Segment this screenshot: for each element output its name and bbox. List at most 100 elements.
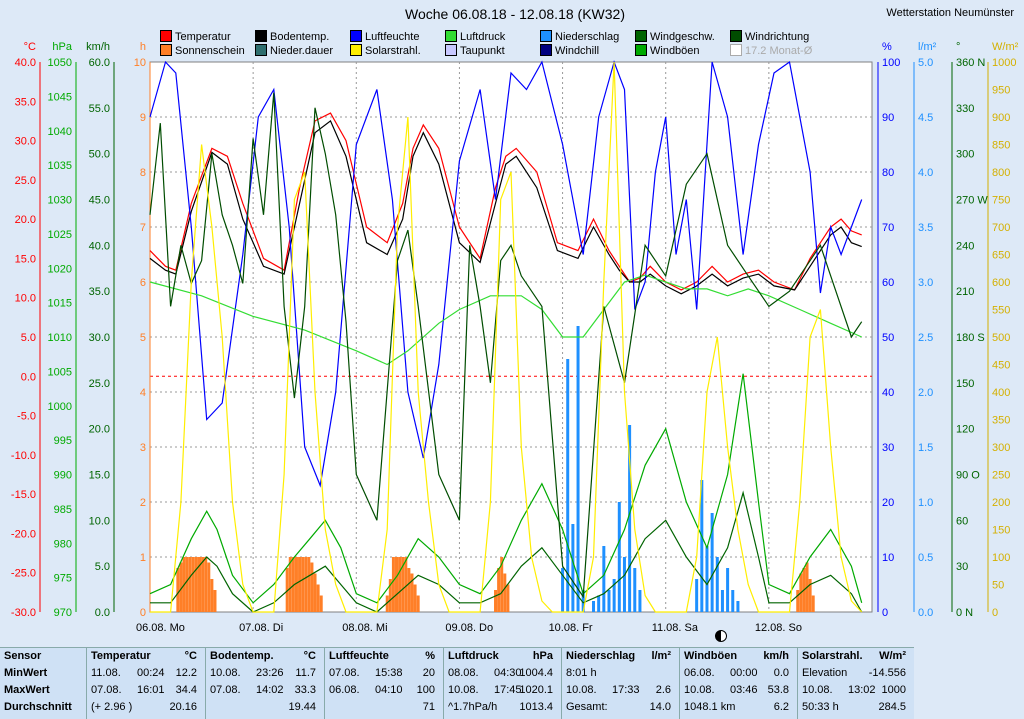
legend-label: Solarstrahl. [365, 45, 421, 57]
bar-niederschlag [602, 546, 606, 612]
stats-time: 15:38 [375, 667, 403, 679]
axis-tick-label: 100 [882, 57, 900, 69]
axis-unit-label: W/m² [992, 41, 1019, 53]
bar-sonnenschein [388, 579, 392, 612]
axis-tick-label: 300 [992, 442, 1010, 454]
axis-tick-label: 4.5 [918, 112, 933, 124]
legend-item-windgeschw[interactable]: Windgeschw. [635, 30, 715, 43]
bar-niederschlag [628, 425, 632, 612]
axis-tick-label: 1015 [48, 298, 72, 310]
legend-label: Luftdruck [460, 31, 506, 43]
legend-swatch [540, 30, 552, 42]
stats-time: 16:01 [137, 684, 165, 696]
legend-item-sonnenschein[interactable]: Sonnenschein [160, 44, 245, 57]
axis-tick-label: 3.5 [918, 222, 933, 234]
stats-date: 08.08. [448, 667, 479, 679]
axis-tick-label: 360 N [956, 57, 985, 69]
bar-sonnenschein [204, 557, 208, 612]
axis-tick-label: 35.0 [89, 286, 110, 298]
stats-header: Sensor [4, 650, 42, 662]
axis-tick-label: 30.0 [89, 332, 110, 344]
axis-tick-label: 50 [992, 580, 1004, 592]
stats-col-solarstrahl: Solarstrahl. W/m² Elevation -14.556 10.08.… [797, 648, 914, 719]
bar-niederschlag [638, 590, 642, 612]
stats-date: Elevation [802, 667, 848, 679]
legend-item-windchill[interactable]: Windchill [540, 44, 599, 57]
stats-value: 20 [422, 667, 435, 679]
axis-tick-label: 1000 [992, 57, 1016, 69]
bar-sonnenschein [316, 584, 320, 612]
stats-value: 20.16 [169, 701, 197, 713]
axis-tick-label: 995 [54, 435, 72, 447]
axis-tick-label: 7 [140, 222, 146, 234]
bar-sonnenschein [506, 584, 510, 612]
stats-value: 1000 [881, 684, 906, 696]
bar-sonnenschein [304, 557, 308, 612]
stats-value: 1013.4 [519, 701, 553, 713]
stats-col-niederschlag: Niederschlag l/m² 8:01 h 10.08. 17:33 2.6 G… [561, 648, 679, 719]
stats-date: 06.08. [684, 667, 715, 679]
stats-time: 13:02 [848, 684, 876, 696]
legend-item-solarstrahl[interactable]: Solarstrahl. [350, 44, 421, 57]
legend-item-luftfeuchte[interactable]: Luftfeuchte [350, 30, 419, 43]
axis-tick-label: 0 N [956, 607, 973, 619]
axis-tick-label: 3 [140, 442, 146, 454]
axis-tick-label: -10.0 [11, 450, 36, 462]
stats-date: 10.08. [566, 684, 597, 696]
bar-sonnenschein [811, 595, 815, 612]
axis-tick-label: 90 O [956, 470, 980, 482]
legend-swatch [730, 30, 742, 42]
legend-label: Niederschlag [555, 31, 620, 43]
bar-sonnenschein [407, 568, 411, 612]
axis-tick-label: 1035 [48, 160, 72, 172]
axis-tick-label: 30 [956, 561, 968, 573]
bar-sonnenschein [191, 557, 195, 612]
legend-item-niederdauer[interactable]: Nieder.dauer [255, 44, 333, 57]
axis-tick-label: 10.0 [15, 293, 36, 305]
bar-sonnenschein [201, 557, 205, 612]
legend-swatch [445, 44, 457, 56]
stats-date: 10.08. [210, 667, 241, 679]
axis-tick-label: 1010 [48, 332, 72, 344]
stats-date: (+ 2.96 ) [91, 701, 133, 713]
axis-tick-label: 5.0 [95, 561, 110, 573]
legend-label: Bodentemp. [270, 31, 330, 43]
legend-swatch [540, 44, 552, 56]
axis-tick-label: 15.0 [89, 470, 110, 482]
stats-col-title: Luftfeuchte [329, 650, 389, 662]
bar-niederschlag [720, 590, 724, 612]
legend-item-bodentemp[interactable]: Bodentemp. [255, 30, 329, 43]
legend-item-windrichtung[interactable]: Windrichtung [730, 30, 809, 43]
bar-sonnenschein [185, 557, 189, 612]
legend-item-windboeen[interactable]: Windböen [635, 44, 700, 57]
stats-col-bodentemp: Bodentemp. °C 10.08. 23:26 11.7 07.08. 14:02… [205, 648, 324, 719]
bar-niederschlag [731, 590, 735, 612]
bar-sonnenschein [319, 595, 323, 612]
bar-sonnenschein [176, 568, 180, 612]
legend-label: Nieder.dauer [270, 45, 333, 57]
legend-swatch [160, 44, 172, 56]
axis-tick-label: 200 [992, 497, 1010, 509]
legend-label: 17.2 Monat-Ø [745, 45, 813, 57]
axis-unit-label: ° [956, 41, 960, 53]
stats-col-temperatur: Temperatur °C 11.08. 00:24 12.2 07.08. 16:01… [86, 648, 205, 719]
legend-item-taupunkt[interactable]: Taupunkt [445, 44, 505, 57]
bar-sonnenschein [796, 590, 800, 612]
bar-sonnenschein [413, 584, 417, 612]
legend-item-temperatur[interactable]: Temperatur [160, 30, 231, 43]
stats-col-sensor: Sensor MinWert MaxWert Durchschnitt [0, 648, 86, 719]
axis-tick-label: 1025 [48, 229, 72, 241]
stats-time: 04:10 [375, 684, 403, 696]
axis-tick-label: 1050 [48, 57, 72, 69]
axis-tick-label: 45.0 [89, 195, 110, 207]
x-tick-label: 12.08. So [755, 622, 802, 634]
bar-sonnenschein [404, 557, 408, 612]
legend-item-monat-mittel[interactable]: 17.2 Monat-Ø [730, 44, 812, 57]
axis-tick-label: 180 S [956, 332, 985, 344]
legend-item-niederschlag[interactable]: Niederschlag [540, 30, 619, 43]
bar-sonnenschein [198, 557, 202, 612]
bar-niederschlag [576, 326, 580, 612]
axis-tick-label: 40.0 [89, 240, 110, 252]
bar-niederschlag [581, 590, 585, 612]
legend-item-luftdruck[interactable]: Luftdruck [445, 30, 505, 43]
